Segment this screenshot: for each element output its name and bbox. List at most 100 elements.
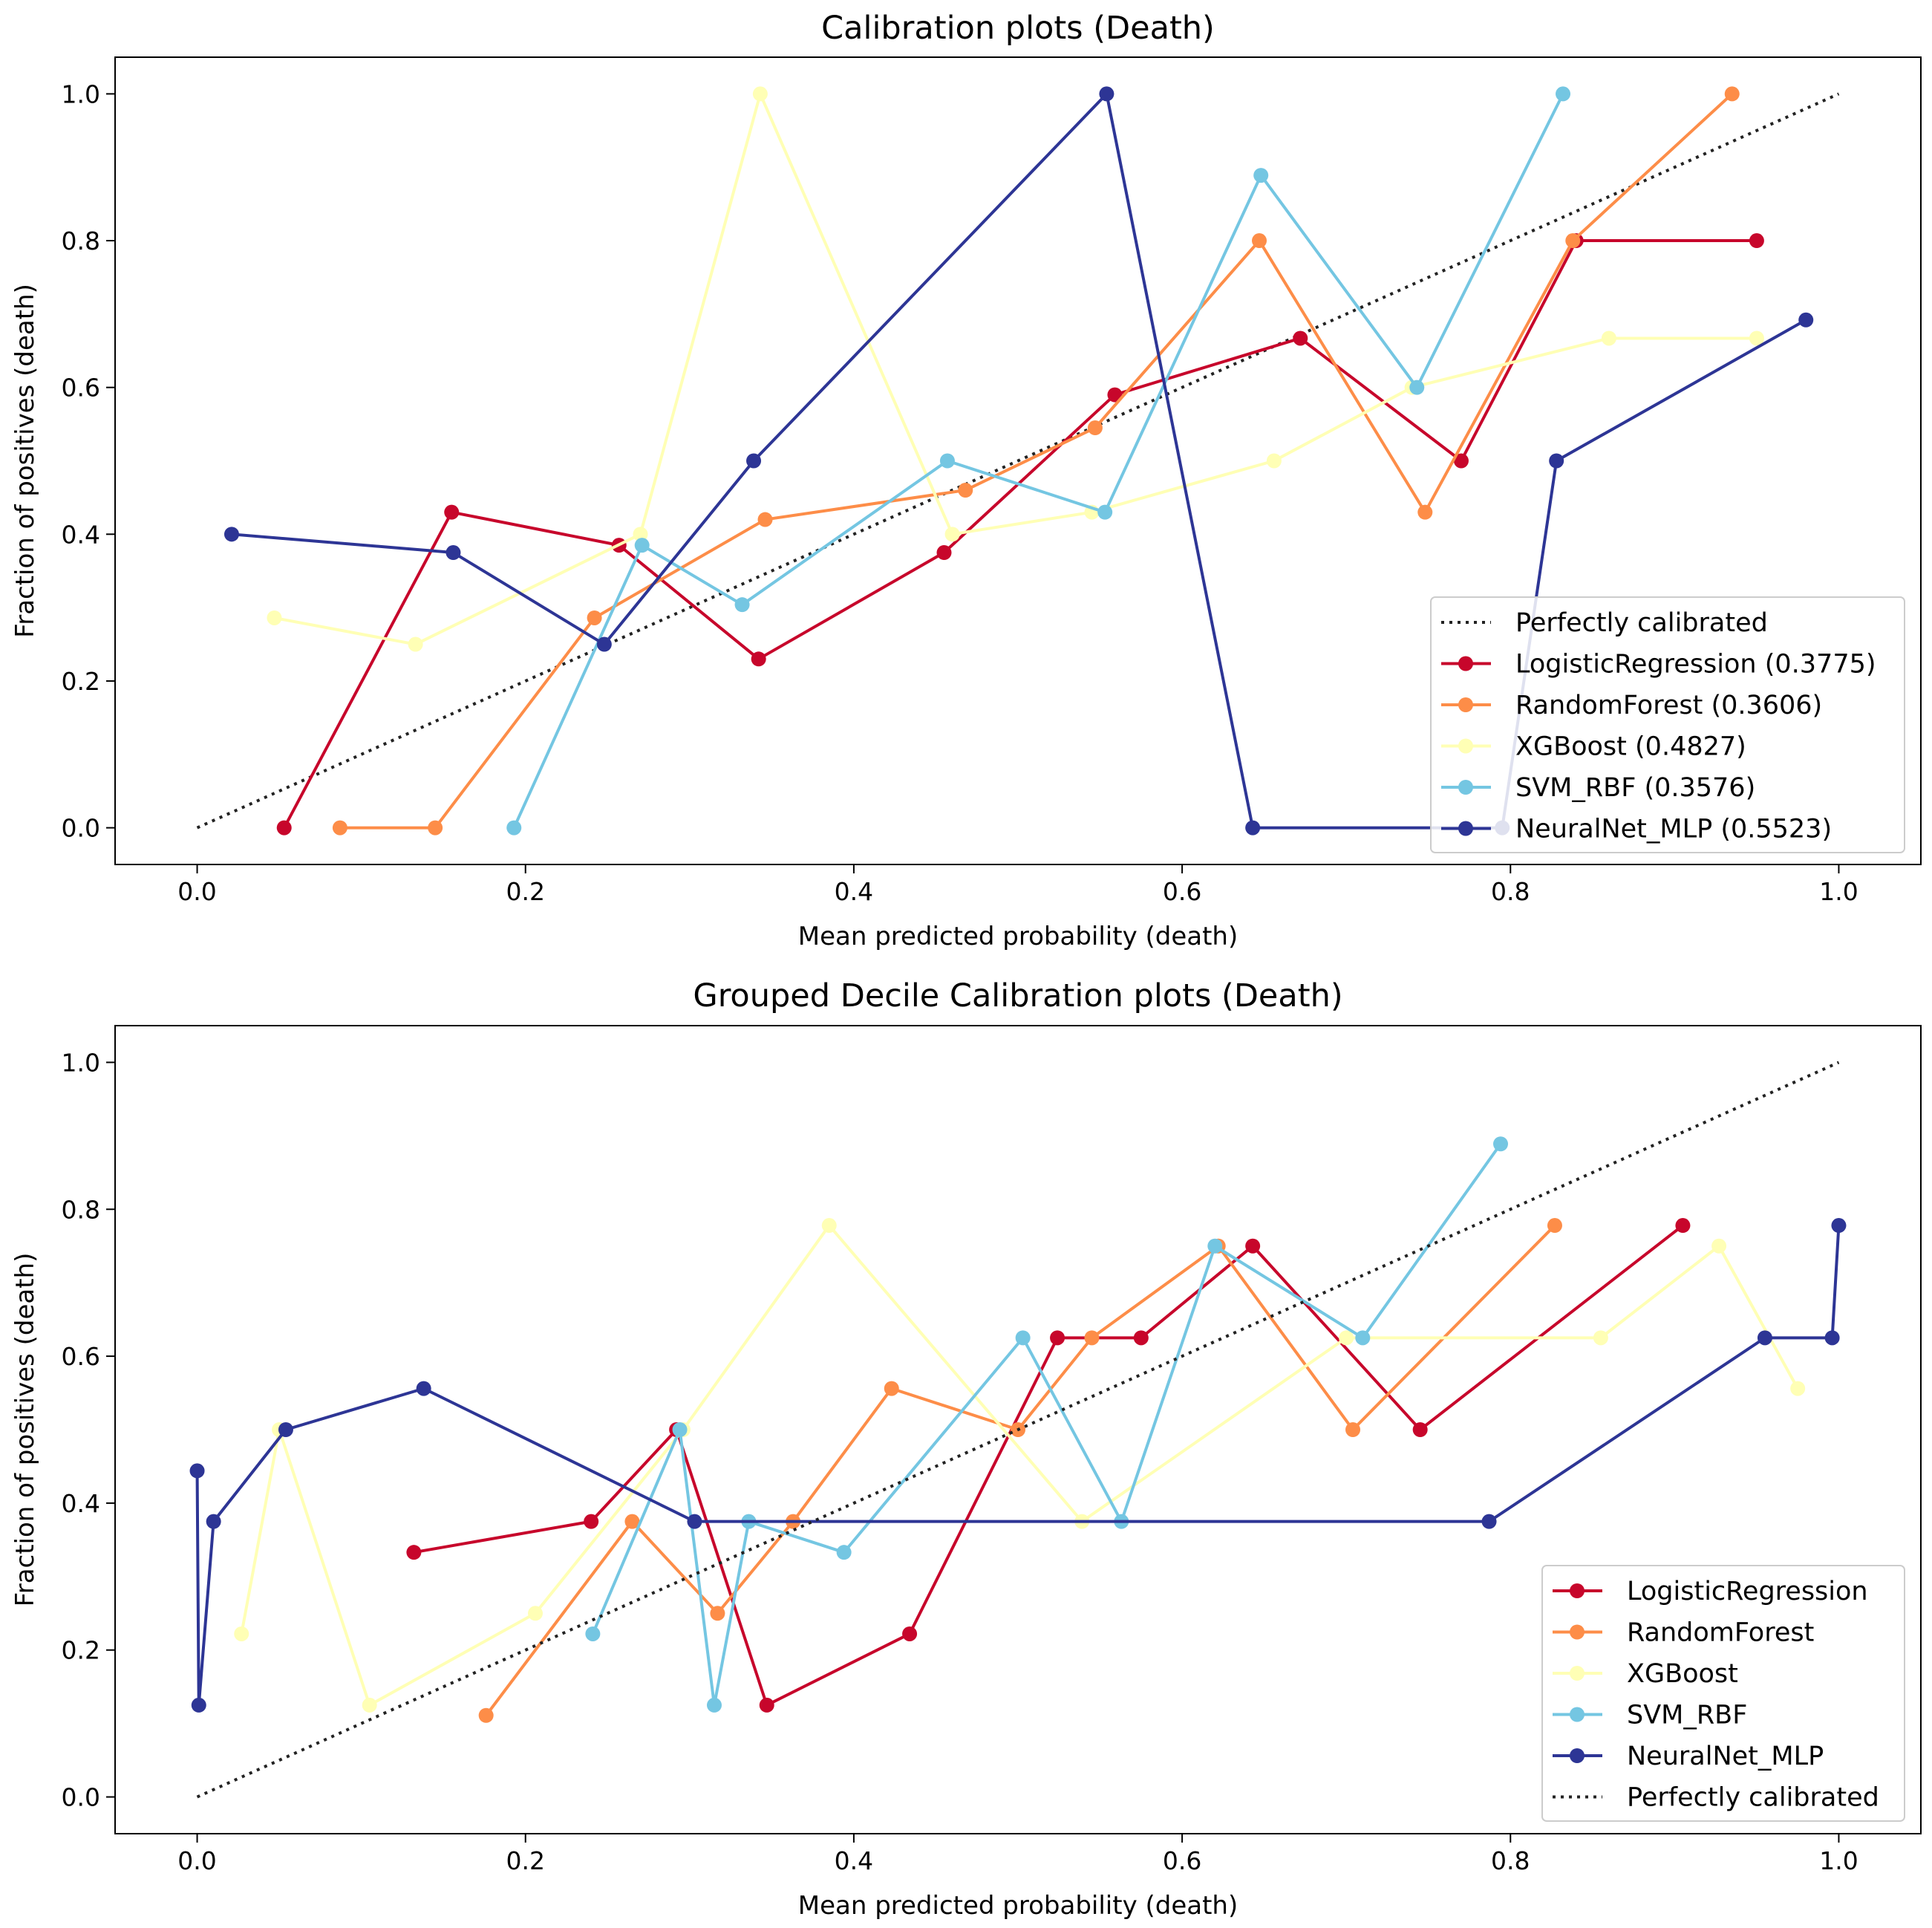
legend-label-RandomForest: RandomForest (0.3606) xyxy=(1515,691,1822,720)
x-tick-label: 0.2 xyxy=(506,877,544,906)
data-point-LogisticRegression xyxy=(936,545,952,561)
legend-label-XGBoost: XGBoost xyxy=(1627,1659,1738,1689)
data-point-NeuralNet_MLP xyxy=(206,1514,221,1529)
data-point-LogisticRegression xyxy=(1749,233,1764,249)
data-point-NeuralNet_MLP xyxy=(1245,820,1261,836)
legend-marker-XGBoost xyxy=(1570,1666,1585,1681)
series-line-SVM_RBF xyxy=(591,1143,1502,1707)
data-point-RandomForest xyxy=(958,483,973,498)
legend-marker-XGBoost xyxy=(1458,738,1473,754)
data-point-SVM_RBF xyxy=(506,820,522,836)
data-point-NeuralNet_MLP xyxy=(278,1422,293,1437)
series-line-LogisticRegression xyxy=(414,1224,1684,1707)
data-point-RandomForest xyxy=(428,820,443,836)
data-point-XGBoost xyxy=(527,1606,543,1621)
y-axis-label: Fraction of positives (death) xyxy=(10,1253,40,1607)
legend-box xyxy=(1430,596,1905,853)
data-point-RandomForest xyxy=(1252,233,1267,249)
x-tick-label: 0.6 xyxy=(1163,1846,1201,1875)
y-tick-label: 0.6 xyxy=(62,1342,100,1371)
data-point-SVM_RBF xyxy=(585,1626,601,1641)
data-point-LogisticRegression xyxy=(1675,1218,1691,1234)
series-line-RandomForest xyxy=(485,1224,1556,1716)
data-point-XGBoost xyxy=(267,610,282,625)
perfectly-calibrated-line xyxy=(196,1061,1840,1799)
legend-marker-SVM_RBF xyxy=(1570,1707,1585,1722)
legend: Perfectly calibrated LogisticRegression (… xyxy=(1430,596,1905,853)
data-point-LogisticRegression xyxy=(902,1626,918,1641)
data-point-SVM_RBF xyxy=(734,597,750,613)
legend-box xyxy=(1541,1565,1905,1822)
data-point-LogisticRegression xyxy=(1293,330,1308,346)
data-point-SVM_RBF xyxy=(1409,380,1425,395)
x-axis-label: Mean predicted probability (death) xyxy=(798,1891,1238,1921)
data-point-NeuralNet_MLP xyxy=(1831,1218,1847,1234)
data-point-XGBoost xyxy=(408,636,423,652)
data-point-XGBoost xyxy=(944,527,960,542)
chart-title: Grouped Decile Calibration plots (Death) xyxy=(693,977,1342,1015)
data-point-NeuralNet_MLP xyxy=(446,545,461,561)
data-point-NeuralNet_MLP xyxy=(596,636,612,652)
x-tick-label: 0.0 xyxy=(177,1846,216,1875)
y-tick-label: 0.4 xyxy=(62,520,100,549)
data-point-NeuralNet_MLP xyxy=(223,527,239,542)
x-tick-label: 0.0 xyxy=(177,877,216,906)
legend-label-SVM_RBF: SVM_RBF (0.3576) xyxy=(1515,773,1755,803)
data-point-RandomForest xyxy=(1417,504,1433,520)
y-tick-label: 1.0 xyxy=(62,79,100,108)
legend-marker-SVM_RBF xyxy=(1458,780,1473,795)
data-point-NeuralNet_MLP xyxy=(687,1514,702,1529)
data-point-LogisticRegression xyxy=(751,651,766,667)
data-point-RandomForest xyxy=(478,1707,494,1723)
data-point-SVM_RBF xyxy=(939,453,955,469)
data-point-XGBoost xyxy=(1601,330,1616,346)
data-point-NeuralNet_MLP xyxy=(191,1697,206,1713)
data-point-LogisticRegression xyxy=(1133,1330,1149,1346)
data-point-NeuralNet_MLP xyxy=(1481,1514,1497,1529)
data-point-LogisticRegression xyxy=(759,1697,774,1713)
data-point-XGBoost xyxy=(1339,1330,1354,1346)
legend-label-perfect: Perfectly calibrated xyxy=(1627,1783,1879,1813)
data-point-SVM_RBF xyxy=(1015,1330,1031,1346)
axes-frame xyxy=(114,56,1922,865)
data-point-RandomForest xyxy=(710,1606,725,1621)
legend: LogisticRegression RandomForest XGBoost SVM… xyxy=(1541,1565,1905,1822)
data-point-SVM_RBF xyxy=(672,1422,688,1437)
data-point-NeuralNet_MLP xyxy=(1099,86,1115,102)
data-point-XGBoost xyxy=(234,1626,249,1641)
data-point-NeuralNet_MLP xyxy=(1757,1330,1772,1346)
series-line-XGBoost xyxy=(274,92,1757,646)
legend-marker-RandomForest xyxy=(1458,697,1473,712)
y-tick-label: 0.2 xyxy=(62,667,100,696)
data-point-SVM_RBF xyxy=(1493,1136,1509,1152)
data-point-LogisticRegression xyxy=(584,1514,599,1529)
legend-label-LogisticRegression: LogisticRegression (0.3775) xyxy=(1515,650,1876,680)
data-point-LogisticRegression xyxy=(1453,453,1469,469)
legend-marker-NeuralNet_MLP xyxy=(1458,821,1473,836)
x-tick-label: 0.6 xyxy=(1163,877,1201,906)
y-axis-label: Fraction of positives (death) xyxy=(10,284,40,638)
data-point-XGBoost xyxy=(1593,1330,1608,1346)
x-tick-label: 1.0 xyxy=(1819,1846,1858,1875)
data-point-XGBoost xyxy=(1790,1381,1806,1396)
data-point-RandomForest xyxy=(1084,1330,1100,1346)
legend-label-LogisticRegression: LogisticRegression xyxy=(1627,1577,1868,1606)
data-point-RandomForest xyxy=(884,1381,899,1396)
data-point-NeuralNet_MLP xyxy=(1798,312,1814,328)
series-line-SVM_RBF xyxy=(512,93,1564,829)
data-point-RandomForest xyxy=(1724,86,1740,102)
data-point-XGBoost xyxy=(1266,453,1282,469)
legend-marker-LogisticRegression xyxy=(1570,1583,1585,1598)
x-tick-label: 0.4 xyxy=(835,877,873,906)
data-point-NeuralNet_MLP xyxy=(416,1381,431,1396)
data-point-SVM_RBF xyxy=(706,1697,722,1713)
x-tick-label: 0.8 xyxy=(1491,877,1530,906)
chart-title: Calibration plots (Death) xyxy=(821,10,1215,47)
y-tick-label: 0.0 xyxy=(62,814,100,843)
data-point-SVM_RBF xyxy=(1097,504,1113,520)
legend-label-NeuralNet_MLP: NeuralNet_MLP (0.5523) xyxy=(1515,815,1832,844)
data-point-SVM_RBF xyxy=(1253,168,1269,183)
data-point-RandomForest xyxy=(757,512,773,527)
legend-marker-NeuralNet_MLP xyxy=(1570,1748,1585,1763)
